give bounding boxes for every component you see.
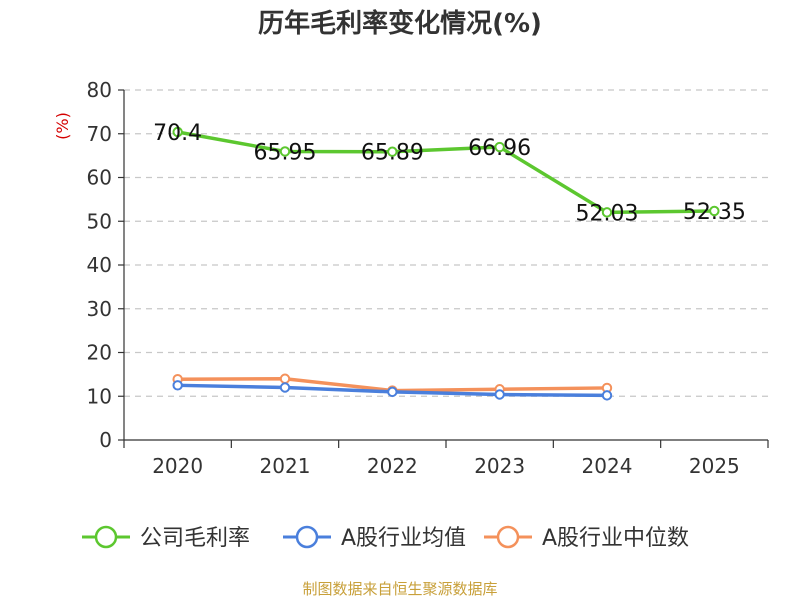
- y-tick-label: 50: [87, 209, 112, 233]
- series-layer: [172, 126, 720, 401]
- data-point[interactable]: [387, 386, 398, 398]
- data-point[interactable]: [494, 141, 505, 153]
- x-tick-label: 2022: [367, 454, 418, 478]
- y-tick-label: 80: [87, 78, 112, 102]
- axis-layer: 0 10 20 30 40 50 60 70 80 2020 2021 2022 2023 2024 202…: [87, 78, 769, 478]
- y-tick-label: 20: [87, 341, 112, 365]
- data-label: 52.35: [683, 200, 746, 225]
- data-point[interactable]: [172, 126, 183, 138]
- data-label: 65.89: [361, 141, 424, 166]
- chart-title: 历年毛利率变化情况(%): [258, 8, 542, 39]
- data-point[interactable]: [494, 389, 505, 400]
- y-tick-label: 40: [87, 253, 112, 277]
- y-tick-label: 70: [87, 122, 112, 146]
- data-label: 65.95: [254, 140, 317, 165]
- legend-item[interactable]: A股行业中位数: [484, 525, 689, 551]
- data-label-layer: 70.4 65.95 65.89 66.96 52.03 52.35: [153, 121, 746, 226]
- y-axis-unit: (%): [53, 112, 72, 140]
- data-point[interactable]: [601, 207, 613, 218]
- series-line: [177, 130, 715, 215]
- legend-marker: [94, 525, 118, 549]
- y-tick-label: 30: [87, 297, 112, 321]
- x-tick-label: 2023: [474, 454, 525, 478]
- legend-label: A股行业均值: [341, 526, 466, 551]
- data-point[interactable]: [279, 146, 291, 157]
- legend-marker: [496, 525, 520, 549]
- legend-item[interactable]: A股行业均值: [283, 525, 466, 551]
- data-point[interactable]: [172, 380, 183, 391]
- x-tick-label: 2025: [689, 454, 740, 478]
- data-label: 70.4: [153, 121, 202, 146]
- data-point[interactable]: [601, 390, 613, 401]
- legend-label: A股行业中位数: [542, 526, 689, 551]
- data-point[interactable]: [279, 382, 291, 393]
- legend[interactable]: 公司毛利率 A股行业均值 A股行业中位数: [82, 525, 689, 551]
- data-label: 52.03: [576, 201, 639, 226]
- legend-marker: [295, 525, 319, 549]
- y-tick-label: 10: [87, 384, 112, 408]
- grid-layer: [124, 89, 768, 397]
- y-tick-label: 0: [99, 428, 112, 452]
- data-label: 66.96: [468, 136, 531, 161]
- data-point[interactable]: [279, 373, 291, 384]
- data-source-note: 制图数据来自恒生聚源数据库: [302, 580, 498, 598]
- legend-item[interactable]: 公司毛利率: [82, 525, 250, 551]
- legend-label: 公司毛利率: [140, 526, 250, 551]
- x-tick-label: 2024: [582, 454, 633, 478]
- x-tick-label: 2021: [260, 454, 311, 478]
- data-point[interactable]: [387, 146, 398, 157]
- x-tick-label: 2020: [152, 454, 203, 478]
- y-tick-label: 60: [87, 166, 112, 190]
- data-point[interactable]: [709, 205, 720, 217]
